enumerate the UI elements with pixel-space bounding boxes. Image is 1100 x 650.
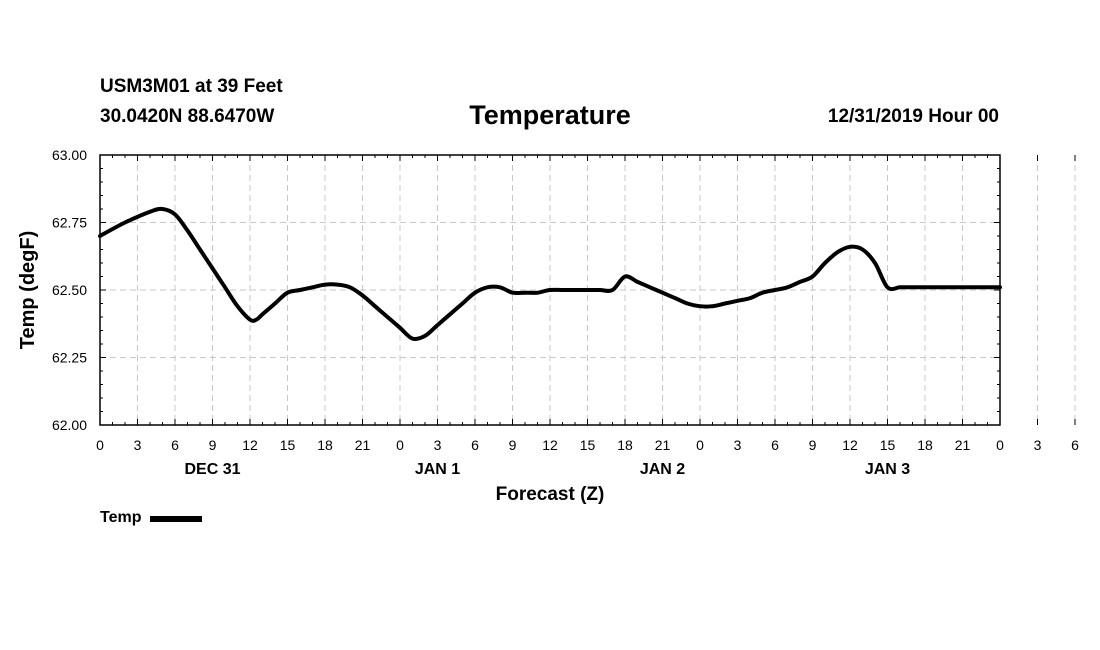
x-tick-label: 21: [955, 437, 971, 453]
x-tick-label: 12: [542, 437, 558, 453]
legend: Temp: [100, 509, 203, 527]
legend-label-temp: Temp: [100, 509, 142, 526]
x-tick-label: 15: [580, 437, 596, 453]
x-tick-label: 9: [809, 437, 817, 453]
day-label: JAN 1: [415, 461, 460, 478]
x-tick-label: 12: [842, 437, 858, 453]
axis-labels: 0369121518210369121518210369121518210369…: [52, 147, 1079, 478]
x-tick-label: 0: [996, 437, 1004, 453]
x-tick-label: 3: [1034, 437, 1042, 453]
x-tick-label: 3: [134, 437, 142, 453]
x-tick-label: 12: [242, 437, 258, 453]
x-tick-label: 18: [617, 437, 633, 453]
x-tick-label: 15: [280, 437, 296, 453]
y-axis-label: Temp (degF): [17, 231, 39, 350]
x-tick-label: 9: [509, 437, 517, 453]
day-label: JAN 2: [640, 461, 685, 478]
y-tick-label: 62.75: [52, 215, 87, 231]
x-tick-label: 3: [434, 437, 442, 453]
x-tick-label: 15: [880, 437, 896, 453]
x-tick-label: 6: [171, 437, 179, 453]
y-tick-label: 62.50: [52, 282, 87, 298]
day-label: DEC 31: [184, 461, 240, 478]
forecast-datetime: 12/31/2019 Hour 00: [827, 106, 999, 127]
grid: [100, 155, 1076, 425]
x-tick-label: 0: [396, 437, 404, 453]
x-tick-label: 3: [734, 437, 742, 453]
legend-swatch-temp: [150, 516, 203, 522]
y-tick-label: 62.25: [52, 350, 87, 366]
x-tick-label: 6: [471, 437, 479, 453]
chart-title: Temperature: [469, 100, 631, 130]
station-label: USM3M01 at 39 Feet: [100, 76, 283, 97]
x-tick-label: 9: [209, 437, 217, 453]
x-tick-label: 18: [917, 437, 933, 453]
x-tick-label: 21: [655, 437, 671, 453]
x-axis-label: Forecast (Z): [496, 484, 605, 505]
x-tick-label: 6: [771, 437, 779, 453]
y-tick-label: 63.00: [52, 147, 87, 163]
x-tick-label: 0: [696, 437, 704, 453]
x-tick-label: 18: [317, 437, 333, 453]
x-tick-label: 21: [355, 437, 371, 453]
x-tick-label: 6: [1071, 437, 1079, 453]
series-line-temp: [98, 206, 1002, 342]
coordinates-label: 30.0420N 88.6470W: [100, 106, 275, 127]
y-tick-label: 62.00: [52, 417, 87, 433]
x-tick-label: 0: [96, 437, 104, 453]
day-label: JAN 3: [865, 461, 910, 478]
